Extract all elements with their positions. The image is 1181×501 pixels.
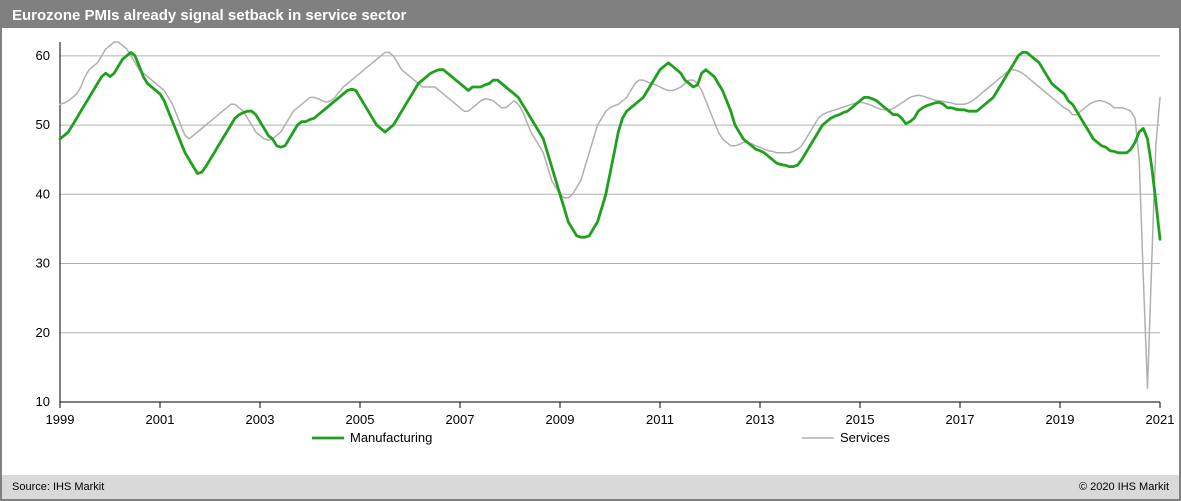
copyright-label: © 2020 IHS Markit — [1079, 481, 1169, 493]
x-tick-label: 2015 — [846, 412, 875, 427]
y-tick-label: 60 — [36, 48, 50, 63]
x-tick-label: 2011 — [646, 412, 674, 427]
y-tick-label: 20 — [36, 325, 50, 340]
x-tick-label: 2019 — [1046, 412, 1075, 427]
y-tick-label: 10 — [36, 394, 50, 409]
x-tick-label: 2005 — [346, 412, 375, 427]
plot-bg — [2, 28, 1179, 475]
legend-label: Services — [840, 430, 890, 445]
title-bar: Eurozone PMIs already signal setback in … — [2, 2, 1179, 28]
x-tick-label: 2013 — [746, 412, 775, 427]
y-tick-label: 40 — [36, 186, 50, 201]
y-tick-label: 30 — [36, 256, 50, 271]
chart-area: 10 20 30 40 50 60 1999 2001 2003 2005 2007 2009 2011… — [2, 28, 1179, 475]
chart-svg: 10 20 30 40 50 60 1999 2001 2003 2005 2007 2009 2011… — [2, 28, 1179, 475]
x-tick-label: 2007 — [446, 412, 475, 427]
x-tick-label: 2001 — [146, 412, 175, 427]
chart-title: Eurozone PMIs already signal setback in … — [12, 7, 406, 24]
legend-label: Manufacturing — [350, 430, 432, 445]
x-tick-label: 2017 — [946, 412, 975, 427]
x-tick-label: 2009 — [546, 412, 575, 427]
x-tick-label: 2021 — [1146, 412, 1175, 427]
source-label: Source: IHS Markit — [12, 481, 104, 493]
x-tick-label: 2003 — [246, 412, 275, 427]
x-tick-label: 1999 — [46, 412, 75, 427]
footer-bar: Source: IHS Markit © 2020 IHS Markit — [2, 475, 1179, 499]
chart-frame: Eurozone PMIs already signal setback in … — [0, 0, 1181, 501]
y-tick-label: 50 — [36, 117, 50, 132]
